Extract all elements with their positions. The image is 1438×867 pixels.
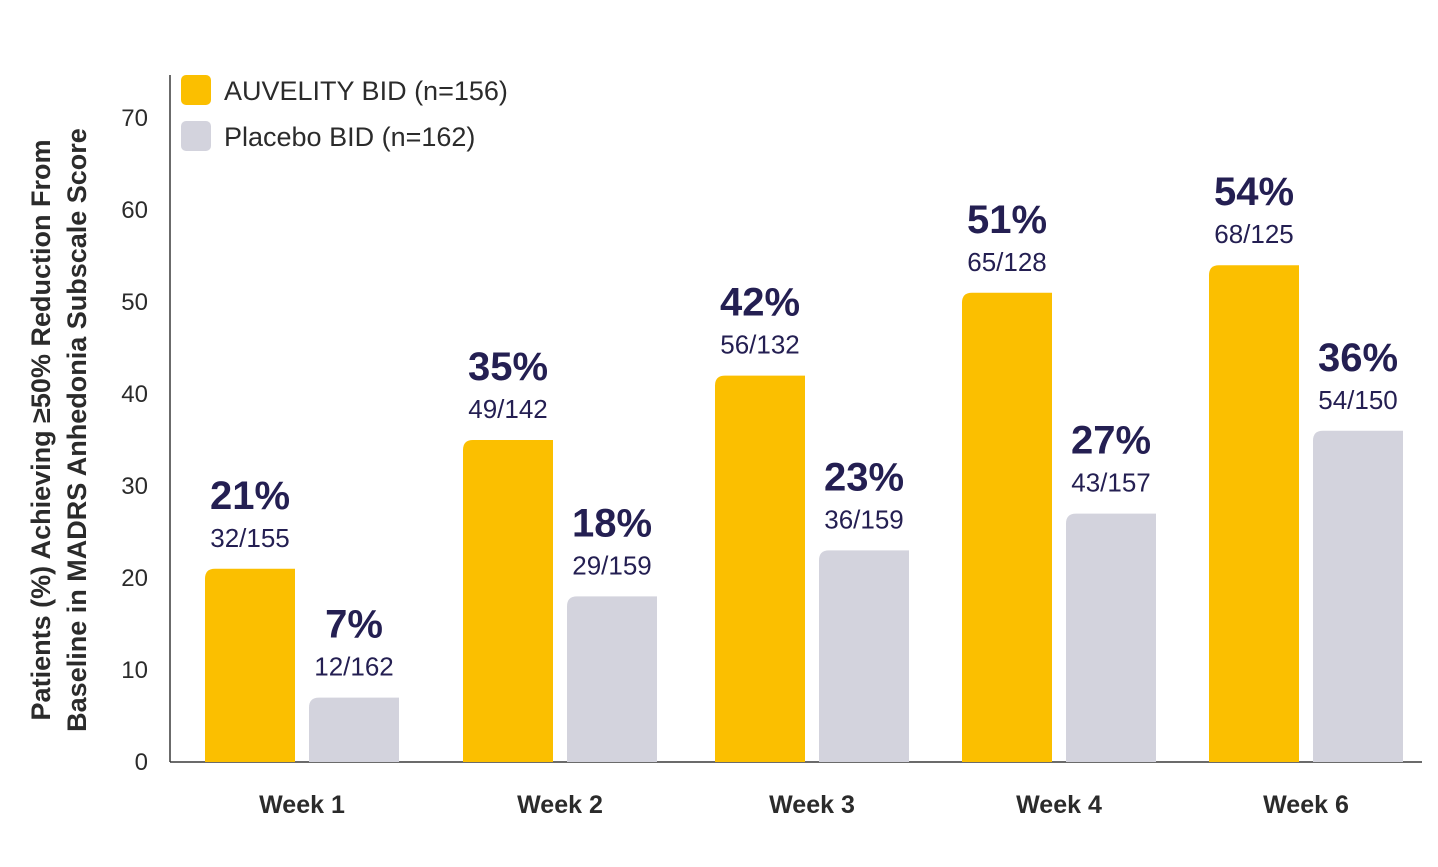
bar-percent-label: 51% xyxy=(967,198,1047,242)
legend-swatch-placebo xyxy=(181,121,211,151)
bar-percent-label: 36% xyxy=(1318,336,1398,380)
x-tick-labels: Week 1 Week 2 Week 3 Week 4 Week 6 xyxy=(259,791,1349,819)
auvelity-bar xyxy=(962,292,1052,762)
bar-fraction-label: 65/128 xyxy=(967,247,1047,277)
bar-percent-label: 27% xyxy=(1071,419,1151,463)
y-tick-label: 0 xyxy=(135,749,148,776)
y-tick-label: 20 xyxy=(121,565,148,592)
x-tick-label: Week 4 xyxy=(1016,791,1102,819)
y-ticks: 0 10 20 30 40 50 60 70 xyxy=(121,105,148,776)
placebo-bar xyxy=(1313,430,1403,762)
placebo-bar xyxy=(309,697,399,762)
y-axis-title-line2: Baseline in MADRS Anhedonia Subscale Sco… xyxy=(62,128,92,732)
bar-percent-label: 7% xyxy=(325,603,383,647)
bar-fraction-label: 49/142 xyxy=(468,394,548,424)
bars: 32/155 21% 12/162 7% 49/142 35% 29/159 18% 56/13… xyxy=(205,170,1403,762)
bar-fraction-label: 29/159 xyxy=(572,550,652,580)
auvelity-bar xyxy=(1209,265,1299,762)
bar-percent-label: 23% xyxy=(824,455,904,499)
legend: AUVELITY BID (n=156) Placebo BID (n=162) xyxy=(181,75,508,152)
bar-percent-label: 18% xyxy=(572,501,652,545)
x-tick-label: Week 6 xyxy=(1263,791,1349,819)
y-tick-label: 50 xyxy=(121,289,148,316)
bar-percent-label: 54% xyxy=(1214,170,1294,214)
bar-percent-label: 42% xyxy=(720,281,800,325)
bar-percent-label: 21% xyxy=(210,474,290,518)
bar-fraction-label: 68/125 xyxy=(1214,219,1294,249)
x-tick-label: Week 1 xyxy=(259,791,345,819)
auvelity-bar xyxy=(463,440,553,762)
y-axis-title-line1: Patients (%) Achieving ≥50% Reduction Fr… xyxy=(26,140,56,721)
y-tick-label: 70 xyxy=(121,105,148,132)
legend-label-placebo: Placebo BID (n=162) xyxy=(224,122,475,152)
auvelity-bar xyxy=(715,375,805,762)
y-tick-label: 10 xyxy=(121,657,148,684)
x-tick-label: Week 2 xyxy=(517,791,603,819)
bar-fraction-label: 12/162 xyxy=(314,652,394,682)
y-axis-title: Patients (%) Achieving ≥50% Reduction Fr… xyxy=(26,128,92,732)
bar-fraction-label: 43/157 xyxy=(1071,468,1151,498)
auvelity-bar xyxy=(205,568,295,762)
placebo-bar xyxy=(567,596,657,762)
legend-swatch-auvelity xyxy=(181,75,211,105)
bar-fraction-label: 56/132 xyxy=(720,330,800,360)
bar-fraction-label: 36/159 xyxy=(824,504,904,534)
bar-percent-label: 35% xyxy=(468,345,548,389)
bar-fraction-label: 54/150 xyxy=(1318,385,1398,415)
legend-label-auvelity: AUVELITY BID (n=156) xyxy=(224,76,508,106)
placebo-bar xyxy=(1066,513,1156,762)
y-tick-label: 60 xyxy=(121,197,148,224)
y-tick-label: 30 xyxy=(121,473,148,500)
bar-fraction-label: 32/155 xyxy=(210,523,290,553)
x-tick-label: Week 3 xyxy=(769,791,855,819)
placebo-bar xyxy=(819,550,909,762)
y-tick-label: 40 xyxy=(121,381,148,408)
